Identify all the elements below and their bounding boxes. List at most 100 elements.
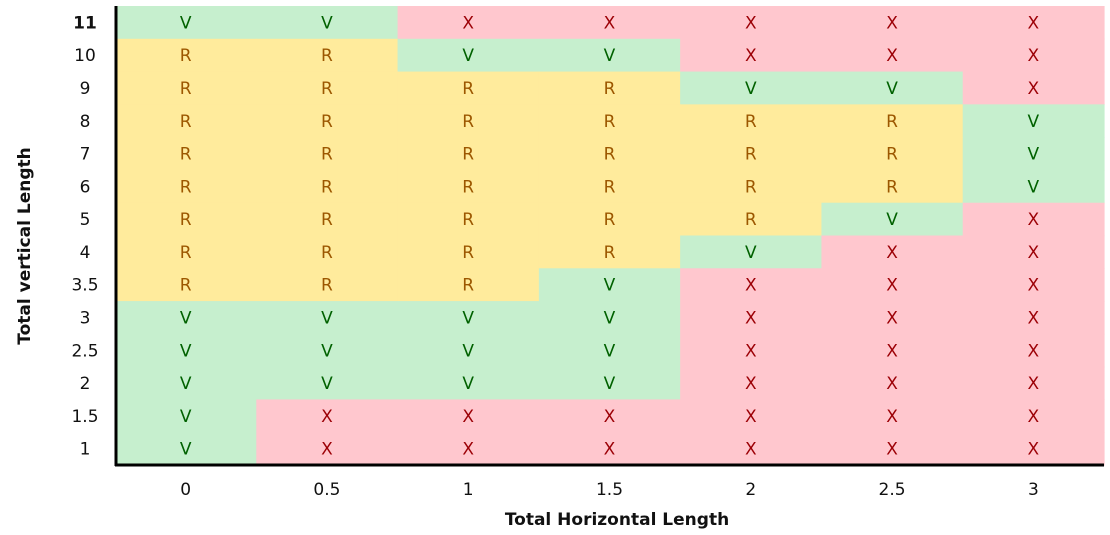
heatmap-cell — [115, 104, 257, 138]
heatmap-cell — [538, 202, 681, 237]
heatmap-cell — [115, 235, 257, 269]
heatmap-cell — [962, 399, 1105, 433]
heatmap-cell — [821, 169, 964, 204]
y-tick-label: 10 — [74, 46, 96, 66]
heatmap-cell — [538, 71, 681, 105]
cell-value-label: V — [462, 46, 474, 66]
cell-value-label: V — [604, 374, 616, 394]
cell-value-label: V — [886, 210, 898, 230]
heatmap-cell — [256, 137, 399, 171]
heatmap-cell — [397, 366, 540, 401]
cell-value-label: X — [745, 440, 757, 460]
y-tick-label: 7 — [80, 145, 91, 165]
y-tick-label: 6 — [80, 177, 91, 197]
cell-value-label: X — [1028, 440, 1040, 460]
heatmap-cell — [397, 137, 540, 171]
heatmap-cell — [821, 235, 964, 269]
heatmap-cell — [821, 202, 964, 237]
heatmap-cell — [397, 71, 540, 105]
cell-value-label: V — [1028, 112, 1040, 132]
heatmap-cell — [680, 137, 823, 171]
heatmap-cell — [397, 169, 540, 204]
heatmap-cell — [115, 432, 257, 466]
cell-value-label: X — [462, 407, 474, 427]
cell-value-label: R — [604, 112, 616, 132]
y-tick-label: 3 — [80, 308, 91, 328]
cell-value-label: V — [745, 243, 757, 263]
cell-value-label: X — [604, 440, 616, 460]
heatmap-cell — [256, 235, 399, 269]
cell-value-label: V — [321, 308, 333, 328]
heatmap-cell — [256, 38, 399, 73]
heatmap-cell — [821, 268, 964, 302]
heatmap-cell — [538, 169, 681, 204]
heatmap-cell — [256, 104, 399, 138]
heatmap-cell — [397, 235, 540, 269]
heatmap-cell — [680, 333, 823, 368]
cell-value-label: X — [1028, 13, 1040, 33]
heatmap-cell — [256, 71, 399, 105]
cell-value-label: R — [462, 112, 474, 132]
heatmap-cell — [962, 366, 1105, 401]
cell-value-label: R — [180, 112, 192, 132]
heatmap-cell — [962, 268, 1105, 302]
heatmap-cell — [115, 268, 257, 302]
cell-value-label: V — [604, 308, 616, 328]
x-tick-label: 0.5 — [313, 480, 340, 500]
cell-value-label: R — [180, 145, 192, 165]
cell-value-label: R — [321, 46, 333, 66]
x-tick-label: 0 — [180, 480, 191, 500]
y-tick-label: 2.5 — [71, 341, 98, 361]
cell-value-label: R — [321, 276, 333, 296]
heatmap-cell — [962, 169, 1105, 204]
heatmap-cell — [680, 432, 823, 466]
cell-value-label: X — [1028, 374, 1040, 394]
heatmap-cell — [680, 399, 823, 433]
cell-value-label: X — [745, 13, 757, 33]
heatmap-cell — [680, 38, 823, 73]
y-tick-label: 2 — [80, 374, 91, 394]
y-tick-label: 8 — [80, 112, 91, 132]
cell-value-label: R — [745, 145, 757, 165]
heatmap-cell — [115, 202, 257, 237]
heatmap-cell — [680, 202, 823, 237]
heatmap-cell — [115, 169, 257, 204]
heatmap-cell — [821, 6, 964, 40]
heatmap-cell — [115, 6, 257, 40]
cell-value-label: V — [180, 440, 192, 460]
x-tick-labels: 0 0.5 1 1.5 2 2.5 3 — [180, 480, 1039, 500]
cell-value-label: V — [745, 79, 757, 99]
cell-value-label: V — [604, 46, 616, 66]
cell-value-label: V — [1028, 145, 1040, 165]
cell-value-label: X — [321, 440, 333, 460]
cell-value-label: R — [321, 145, 333, 165]
cell-value-label: R — [180, 177, 192, 197]
cell-value-label: R — [745, 210, 757, 230]
heatmap-cell — [256, 301, 399, 335]
heatmap-cell — [962, 71, 1105, 105]
heatmap-cell — [397, 104, 540, 138]
cell-value-label: X — [745, 341, 757, 361]
heatmap-cell — [538, 366, 681, 401]
cell-value-label: R — [462, 79, 474, 99]
heatmap-cell — [538, 38, 681, 73]
cell-value-label: X — [886, 13, 898, 33]
cell-value-label: X — [604, 407, 616, 427]
heatmap-cell — [538, 235, 681, 269]
heatmap-cell — [397, 268, 540, 302]
heatmap-cell — [962, 137, 1105, 171]
cell-value-label: X — [462, 13, 474, 33]
cell-value-label: V — [180, 374, 192, 394]
cell-value-label: X — [886, 341, 898, 361]
y-tick-label: 1.5 — [71, 407, 98, 427]
cell-value-label: R — [180, 210, 192, 230]
heatmap-cell — [256, 399, 399, 433]
cell-value-label: V — [462, 308, 474, 328]
cell-value-label: R — [180, 276, 192, 296]
heatmap-cell — [115, 399, 257, 433]
heatmap-cell — [538, 104, 681, 138]
heatmap-cell — [115, 38, 257, 73]
heatmap-cell — [538, 301, 681, 335]
cell-value-label: X — [604, 13, 616, 33]
cell-value-label: X — [745, 407, 757, 427]
